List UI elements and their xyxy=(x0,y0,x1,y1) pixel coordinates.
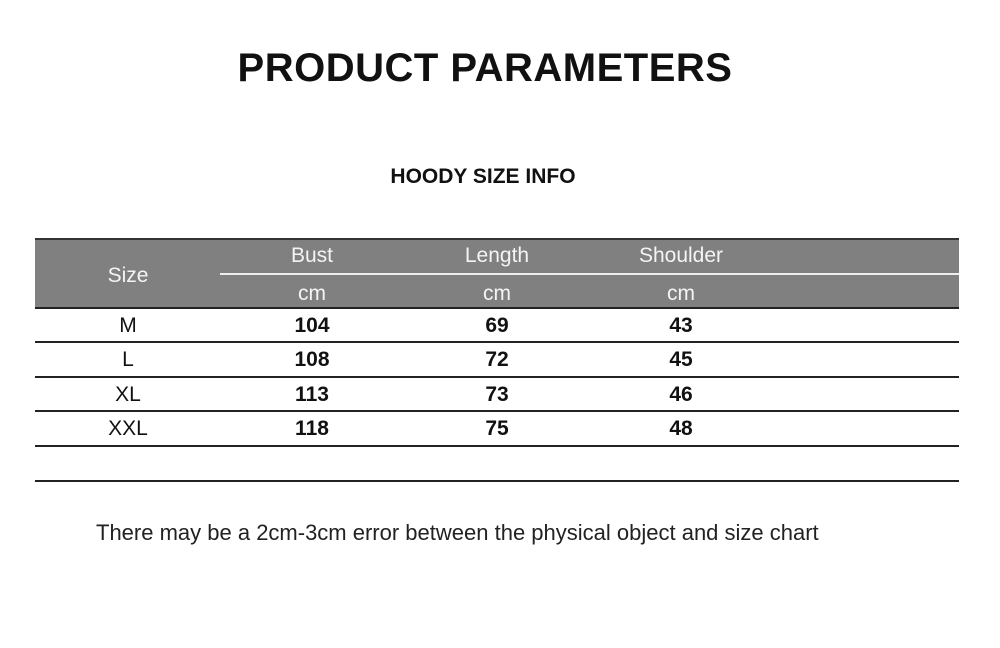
header-shoulder: Shoulder xyxy=(638,244,724,267)
length-cell: 69 xyxy=(485,314,509,337)
header-size: Size xyxy=(107,264,149,287)
unit-length: cm xyxy=(483,282,511,305)
table-title: HOODY SIZE INFO xyxy=(390,165,576,188)
size-cell: XXL xyxy=(108,417,148,440)
shoulder-cell: 43 xyxy=(669,314,693,337)
header-length: Length xyxy=(464,244,530,267)
length-cell: 72 xyxy=(485,348,509,371)
length-cell: 75 xyxy=(485,417,509,440)
table-row xyxy=(35,447,959,482)
shoulder-cell: 46 xyxy=(669,383,693,406)
bust-cell: 104 xyxy=(294,314,330,337)
table-row: XXL 118 75 48 xyxy=(35,412,959,447)
length-cell: 73 xyxy=(485,383,509,406)
shoulder-cell: 45 xyxy=(669,348,693,371)
bust-cell: 118 xyxy=(295,417,329,440)
table-header: Size Bust Length Shoulder cm cm cm xyxy=(35,238,959,309)
header-divider xyxy=(220,273,959,275)
table-row: XL 113 73 46 xyxy=(35,378,959,412)
table-row: L 108 72 45 xyxy=(35,343,959,378)
table-row: M 104 69 43 xyxy=(35,309,959,343)
bust-cell: 108 xyxy=(294,348,330,371)
size-cell: L xyxy=(122,348,134,371)
unit-bust: cm xyxy=(298,282,326,305)
header-bust: Bust xyxy=(290,244,334,267)
shoulder-cell: 48 xyxy=(669,417,693,440)
size-cell: M xyxy=(119,314,137,337)
bust-cell: 113 xyxy=(295,383,329,406)
unit-shoulder: cm xyxy=(667,282,695,305)
page-title: PRODUCT PARAMETERS xyxy=(237,46,733,90)
size-note: There may be a 2cm-3cm error between the… xyxy=(96,520,819,545)
size-cell: XL xyxy=(115,383,141,406)
